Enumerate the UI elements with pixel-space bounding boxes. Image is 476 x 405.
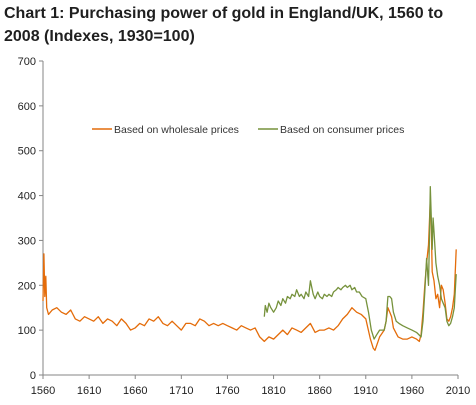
x-tick-label: 1560 [31, 385, 55, 397]
x-tick-label: 1860 [307, 385, 331, 397]
legend-label-2: Based on consumer prices [280, 124, 404, 136]
x-tick-label: 2010 [446, 385, 470, 397]
x-tick-label: 1710 [169, 385, 193, 397]
y-tick-label: 100 [18, 325, 36, 337]
x-tick-label: 1910 [354, 385, 378, 397]
x-tick-label: 1810 [261, 385, 285, 397]
x-tick-label: 1660 [123, 385, 147, 397]
x-tick-label: 1760 [215, 385, 239, 397]
y-tick-label: 300 [18, 235, 36, 247]
chart-title-line-2: 2008 (Indexes, 1930=100) [4, 28, 195, 45]
x-tick-label: 1960 [400, 385, 424, 397]
chart-title: Chart 1: Purchasing power of gold in Eng… [4, 2, 472, 48]
series-line-1 [42, 199, 457, 351]
y-tick-label: 400 [18, 191, 36, 203]
y-tick-label: 200 [18, 280, 36, 292]
y-tick-label: 600 [18, 101, 36, 113]
y-tick-label: 0 [30, 370, 36, 382]
legend-label-1: Based on wholesale prices [114, 124, 239, 136]
y-tick-label: 700 [18, 56, 36, 68]
x-tick-label: 1610 [77, 385, 101, 397]
series-line-2 [263, 185, 457, 340]
y-tick-label: 500 [18, 146, 36, 158]
chart-title-line-1: Chart 1: Purchasing power of gold in Eng… [4, 5, 444, 22]
